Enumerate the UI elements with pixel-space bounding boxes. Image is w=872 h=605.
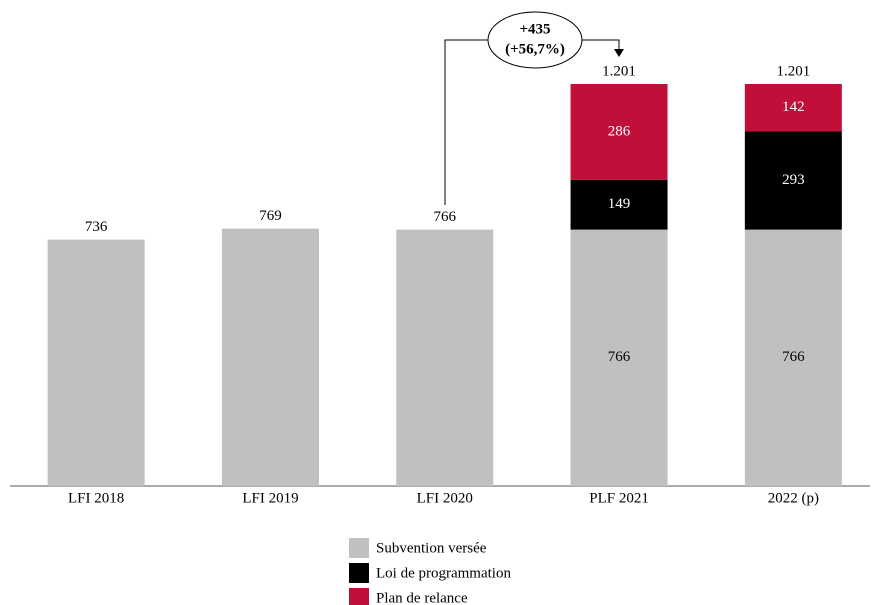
legend-swatch — [349, 538, 369, 558]
x-tick-label: LFI 2019 — [242, 490, 298, 506]
bar-segment — [221, 228, 319, 487]
bar-segment — [744, 131, 842, 230]
bar-segment — [47, 239, 145, 486]
bar-segment — [744, 84, 842, 132]
x-tick-label: LFI 2020 — [417, 490, 473, 506]
bar-segment — [570, 229, 668, 486]
segment-label: 142 — [782, 99, 805, 115]
segment-label: 286 — [608, 123, 631, 139]
annotation-line — [444, 39, 488, 205]
bar-segment — [744, 229, 842, 486]
total-label: 766 — [434, 209, 457, 225]
total-label: 736 — [85, 219, 108, 235]
x-tick-label: LFI 2018 — [68, 490, 124, 506]
annotation-text: (+56,7%) — [505, 41, 565, 57]
legend-label: Plan de relance — [376, 590, 468, 605]
legend-swatch — [349, 563, 369, 583]
legend-label: Subvention versée — [376, 540, 487, 556]
annotation-ellipse — [487, 11, 583, 69]
legend-swatch — [349, 588, 369, 605]
total-label: 1.201 — [602, 63, 636, 79]
bar-segment — [570, 179, 668, 230]
annotation-line — [582, 39, 620, 50]
segment-label: 293 — [782, 172, 805, 188]
annotation-text: +435 — [519, 21, 550, 37]
bar-segment — [396, 229, 494, 486]
annotation: +435 (+56,7%) — [444, 11, 624, 205]
segment-label: 766 — [782, 349, 805, 365]
bar-segment — [570, 84, 668, 180]
x-tick-label: PLF 2021 — [589, 490, 649, 506]
legend-label: Loi de programmation — [376, 565, 511, 581]
segment-label: 766 — [608, 349, 631, 365]
total-label: 769 — [259, 208, 282, 224]
total-label: 1.201 — [776, 63, 810, 79]
segment-label: 149 — [608, 196, 631, 212]
annotation-arrow — [614, 49, 624, 57]
x-tick-label: 2022 (p) — [768, 490, 819, 506]
